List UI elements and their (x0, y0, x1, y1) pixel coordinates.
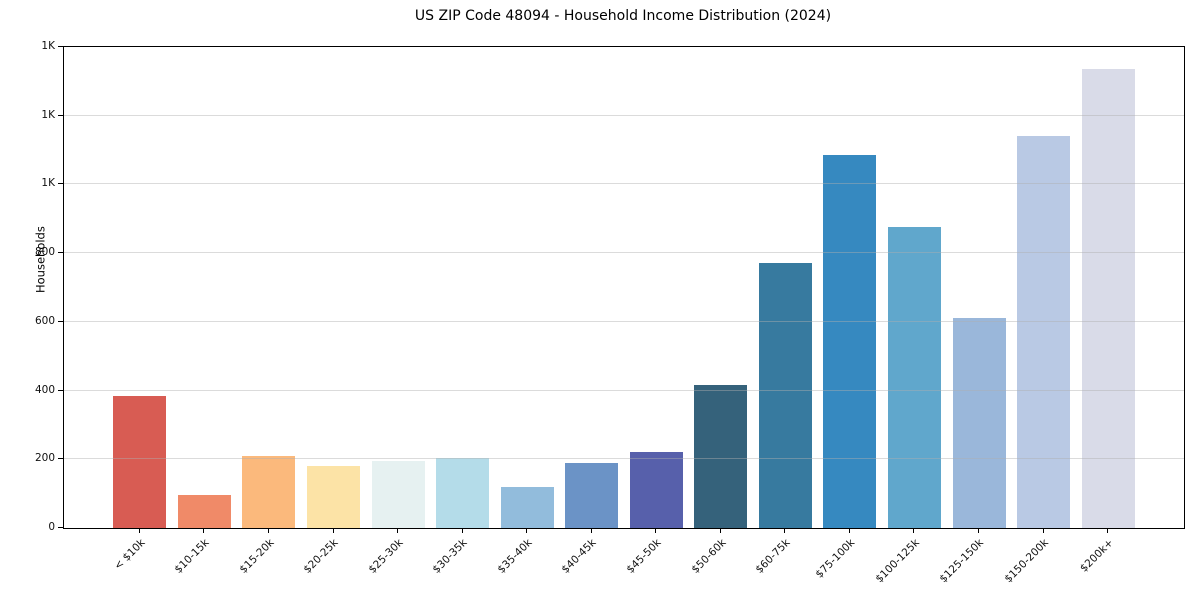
y-tick-label-1000: 1K (41, 177, 55, 190)
x-tick-mark-< $10k (138, 528, 140, 533)
bar-$125-150k (952, 318, 1006, 528)
x-tick-label-$150-200k: $150-200k (1002, 536, 1051, 586)
y-tick-label-600: 600 (34, 314, 55, 327)
bar-$75-100k (823, 155, 877, 528)
gridline-y-800 (64, 252, 1184, 254)
bar-$60-75k (758, 263, 812, 528)
bar-$45-50k (629, 452, 683, 528)
y-tick-mark-800 (58, 252, 63, 254)
y-tick-mark-1400 (58, 46, 63, 47)
gridline-y-1200 (64, 114, 1184, 116)
x-tick-mark-$200k+ (1107, 528, 1109, 533)
x-tick-mark-$45-50k (655, 528, 657, 533)
x-tick-label-$200k+: $200k+ (1077, 536, 1116, 575)
y-tick-mark-600 (58, 320, 63, 322)
gridline-y-400 (64, 389, 1184, 391)
plot-area (63, 46, 1185, 529)
x-tick-mark-$125-150k (978, 528, 980, 533)
x-tick-label-$125-150k: $125-150k (937, 536, 987, 586)
x-tick-mark-$40-45k (590, 528, 592, 533)
y-tick-label-800: 800 (34, 246, 55, 259)
x-tick-label-$40-45k: $40-45k (559, 536, 599, 576)
y-tick-label-200: 200 (34, 452, 55, 465)
x-tick-label-$100-125k: $100-125k (873, 536, 922, 586)
bar-$200k+ (1081, 69, 1135, 528)
x-tick-mark-$30-35k (461, 528, 463, 533)
gridline-y-200 (64, 458, 1184, 460)
y-tick-label-400: 400 (34, 383, 55, 396)
bar-$40-45k (565, 462, 619, 528)
x-tick-label-< $10k: < $10k (111, 536, 148, 573)
x-tick-mark-$50-60k (719, 528, 721, 533)
bar-$20-25k (307, 466, 361, 528)
x-tick-mark-$35-40k (526, 528, 528, 533)
x-tick-mark-$100-125k (913, 528, 915, 533)
x-tick-label-$15-20k: $15-20k (237, 536, 277, 576)
x-tick-label-$30-35k: $30-35k (430, 536, 470, 576)
x-tick-mark-$10-15k (203, 528, 205, 533)
y-tick-label-1400: 1K (41, 40, 55, 52)
x-tick-mark-$150-200k (1042, 528, 1044, 533)
x-tick-mark-$20-25k (332, 528, 334, 533)
x-tick-label-$25-30k: $25-30k (366, 536, 406, 576)
x-tick-label-$20-25k: $20-25k (301, 536, 341, 576)
bar-$10-15k (177, 495, 231, 528)
x-tick-mark-$25-30k (397, 528, 399, 533)
bar-$35-40k (500, 486, 554, 528)
y-tick-mark-400 (58, 389, 63, 391)
bar-< $10k (113, 395, 167, 528)
bar-$50-60k (694, 385, 748, 528)
x-tick-label-$50-60k: $50-60k (688, 536, 729, 576)
bar-$15-20k (242, 455, 296, 528)
y-tick-label-1200: 1K (41, 108, 55, 121)
x-tick-mark-$75-100k (848, 528, 850, 533)
x-tick-mark-$60-75k (784, 528, 786, 533)
y-tick-mark-1000 (58, 183, 63, 185)
gridline-y-1000 (64, 183, 1184, 185)
x-tick-label-$75-100k: $75-100k (813, 536, 858, 581)
x-tick-mark-$15-20k (267, 528, 269, 533)
x-tick-label-$45-50k: $45-50k (624, 536, 664, 576)
gridline-y-600 (64, 320, 1184, 322)
y-tick-mark-200 (58, 458, 63, 460)
chart-title: US ZIP Code 48094 - Household Income Dis… (414, 8, 832, 24)
y-axis-label: Households (33, 226, 48, 293)
y-tick-label-0: 0 (48, 521, 55, 533)
bar-$150-200k (1017, 136, 1071, 528)
bar-$100-125k (887, 227, 941, 528)
y-tick-mark-1200 (58, 114, 63, 116)
y-tick-mark-0 (58, 527, 63, 528)
bar-$25-30k (371, 461, 425, 528)
x-tick-label-$60-75k: $60-75k (753, 536, 793, 576)
x-tick-label-$35-40k: $35-40k (495, 536, 535, 576)
bar-$30-35k (436, 457, 490, 528)
x-tick-label-$10-15k: $10-15k (172, 536, 212, 576)
